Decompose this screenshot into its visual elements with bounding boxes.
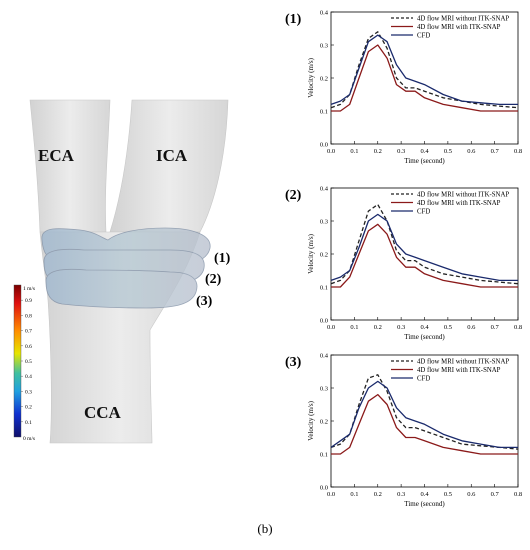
- y-axis-label: Velocity (m/s): [307, 233, 315, 274]
- plane-label-1: (1): [214, 251, 231, 266]
- legend-entry: CFD: [417, 376, 430, 383]
- x-tick-label: 0.1: [350, 324, 358, 331]
- legend-entry: 4D flow MRI with ITK-SNAP: [417, 367, 501, 374]
- chart-panel-3: (3) 0.0 0.1 0.2 0.3 0.4 0.0 0.1 0.2 0.3 0.4 0.5 0.6 0…: [285, 353, 522, 509]
- x-tick-label: 0.1: [350, 491, 358, 498]
- y-tick-label: 0.0: [320, 318, 328, 325]
- series-line: [330, 203, 519, 285]
- y-tick-label: 0.3: [320, 43, 328, 50]
- x-tick-label: 0.6: [467, 324, 476, 331]
- y-tick-label: 0.0: [320, 142, 328, 149]
- chart-panel-label: (3): [285, 355, 302, 370]
- x-tick-label: 0.5: [444, 491, 452, 498]
- plane-label-3: (3): [196, 294, 213, 309]
- x-tick-label: 0.7: [491, 324, 500, 331]
- legend-entry: CFD: [417, 33, 430, 40]
- y-axis-label: Velocity (m/s): [307, 57, 315, 98]
- series-line: [330, 34, 518, 106]
- cca-label: CCA: [84, 403, 122, 422]
- x-tick-label: 0.8: [514, 491, 522, 498]
- legend-entry: 4D flow MRI without ITK-SNAP: [417, 192, 509, 199]
- x-tick-label: 0.7: [491, 491, 500, 498]
- ica-vessel: [109, 99, 229, 233]
- eca-label: ECA: [38, 146, 75, 165]
- chart-panel-2: (2) 0.0 0.1 0.2 0.3 0.4 0.0 0.1 0.2 0.3 0.4 0.5 0.6 0…: [285, 186, 522, 342]
- x-tick-label: 0.2: [374, 491, 382, 498]
- series-line: [330, 380, 518, 449]
- x-tick-label: 0.2: [374, 148, 382, 155]
- x-tick-label: 0.8: [514, 148, 522, 155]
- x-tick-label: 0.4: [420, 491, 429, 498]
- legend-entry: 4D flow MRI without ITK-SNAP: [417, 359, 509, 366]
- colorbar-tick-label: 0.1: [25, 420, 32, 426]
- x-tick-label: 0.7: [491, 148, 500, 155]
- chart-panel-1: (1) 0.0 0.1 0.2 0.3 0.4 0.0 0.1 0.2 0.3 0.4 0.5 0.6 0…: [285, 10, 522, 166]
- plane-label-2: (2): [205, 272, 222, 287]
- legend-entry: CFD: [417, 209, 430, 216]
- y-tick-label: 0.1: [320, 452, 328, 459]
- y-tick-label: 0.1: [320, 109, 328, 116]
- legend-entry: 4D flow MRI with ITK-SNAP: [417, 24, 501, 31]
- chart-panel-label: (2): [285, 188, 302, 203]
- x-tick-label: 0.5: [444, 148, 452, 155]
- y-tick-label: 0.4: [320, 186, 329, 193]
- colorbar-tick-label: 0.3: [25, 389, 32, 395]
- y-tick-label: 0.4: [320, 10, 329, 17]
- y-tick-label: 0.3: [320, 386, 328, 393]
- measurement-planes: [41, 227, 211, 309]
- colorbar-min-label: 0 m/s: [23, 436, 35, 442]
- colorbar-tick-label: 0.8: [25, 313, 32, 319]
- legend-entry: 4D flow MRI with ITK-SNAP: [417, 200, 501, 207]
- colorbar-tick-label: 0.6: [25, 344, 32, 350]
- chart-panel-label: (1): [285, 12, 302, 27]
- series-line: [331, 44, 518, 112]
- series-line: [331, 393, 518, 455]
- series-line: [331, 223, 518, 288]
- plane-3: [45, 268, 198, 309]
- x-tick-label: 0.6: [467, 491, 476, 498]
- x-tick-label: 0.3: [397, 491, 405, 498]
- ica-label: ICA: [156, 146, 188, 165]
- x-tick-label: 0.5: [444, 324, 452, 331]
- colorbar-tick-label: 0.7: [25, 329, 32, 335]
- series-line: [330, 213, 518, 282]
- y-tick-label: 0.2: [320, 76, 328, 83]
- x-tick-label: 0.3: [397, 324, 405, 331]
- eca-vessel: [29, 99, 111, 233]
- x-tick-label: 0.6: [467, 148, 476, 155]
- x-tick-label: 0.4: [420, 324, 429, 331]
- x-tick-label: 0.8: [514, 324, 522, 331]
- x-tick-label: 0.3: [397, 148, 405, 155]
- velocity-colorbar: 1 m/s 0 m/s 0.9 0.8 0.7 0.6 0.5 0.4 0.3 0.2 0.1: [13, 284, 35, 442]
- legend-entry: 4D flow MRI without ITK-SNAP: [417, 16, 509, 23]
- x-tick-label: 0.2: [374, 324, 382, 331]
- colorbar-tick-label: 0.2: [25, 405, 32, 411]
- colorbar-max-label: 1 m/s: [23, 286, 35, 292]
- x-tick-label: 0.0: [327, 324, 335, 331]
- x-axis-label: Time (second): [404, 500, 445, 508]
- x-tick-label: 0.4: [420, 148, 429, 155]
- colorbar-ticks: 0.9 0.8 0.7 0.6 0.5 0.4 0.3 0.2 0.1: [21, 298, 32, 426]
- colorbar-gradient: [13, 284, 22, 438]
- y-tick-label: 0.0: [320, 485, 328, 492]
- series-line: [330, 374, 519, 450]
- y-tick-label: 0.2: [320, 419, 328, 426]
- x-tick-label: 0.0: [327, 148, 335, 155]
- colorbar-tick-label: 0.9: [25, 298, 32, 304]
- y-tick-label: 0.1: [320, 285, 328, 292]
- y-axis-label: Velocity (m/s): [307, 400, 315, 441]
- x-axis-label: Time (second): [404, 157, 445, 165]
- colorbar-tick-label: 0.5: [25, 359, 32, 365]
- y-tick-label: 0.4: [320, 353, 329, 360]
- x-tick-label: 0.0: [327, 491, 335, 498]
- x-axis-label: Time (second): [404, 333, 445, 341]
- y-tick-label: 0.3: [320, 219, 328, 226]
- figure-caption: (b): [257, 521, 273, 536]
- x-tick-label: 0.1: [350, 148, 358, 155]
- carotid-figure: ECA ICA CCA (1) (2) (3) 1 m/s 0 m/s 0.90…: [13, 99, 231, 444]
- y-tick-label: 0.2: [320, 252, 328, 259]
- colorbar-tick-label: 0.4: [25, 374, 32, 380]
